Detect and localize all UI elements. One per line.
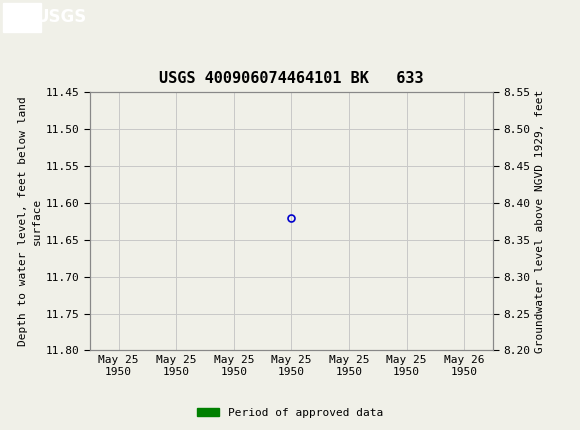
Y-axis label: Groundwater level above NGVD 1929, feet: Groundwater level above NGVD 1929, feet <box>535 90 545 353</box>
Title: USGS 400906074464101 BK   633: USGS 400906074464101 BK 633 <box>159 71 424 86</box>
Y-axis label: Depth to water level, feet below land
surface: Depth to water level, feet below land su… <box>19 97 42 346</box>
Legend: Period of approved data: Period of approved data <box>193 403 387 422</box>
Text: USGS: USGS <box>36 9 87 27</box>
Bar <box>3 3 41 32</box>
Text: ≋: ≋ <box>3 10 16 25</box>
